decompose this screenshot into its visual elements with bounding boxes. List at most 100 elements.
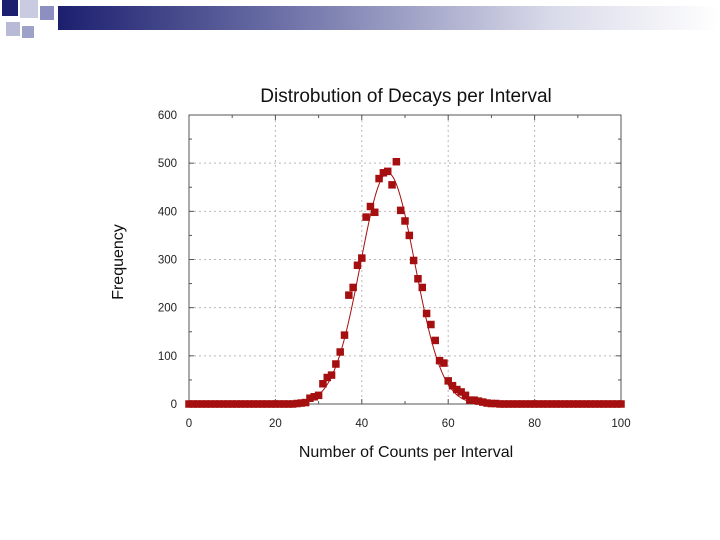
x-tick-label: 100 <box>611 418 630 430</box>
data-point <box>440 359 448 367</box>
data-point <box>418 283 427 292</box>
y-axis-label: Frequency <box>110 224 127 300</box>
data-point <box>509 400 517 408</box>
data-points <box>185 157 625 408</box>
data-point <box>526 400 535 408</box>
data-point <box>275 400 284 408</box>
y-tick-label: 200 <box>158 303 177 315</box>
data-point <box>574 400 582 408</box>
data-point <box>479 398 487 406</box>
data-point <box>582 400 591 408</box>
chart-title: Distrobution of Decays per Interval <box>260 86 551 107</box>
data-point <box>522 400 530 408</box>
data-point <box>496 400 504 408</box>
data-point <box>414 275 422 283</box>
data-point <box>232 400 241 408</box>
data-point <box>314 391 323 400</box>
data-point <box>513 400 522 408</box>
data-point <box>288 400 297 408</box>
plot-frame <box>188 114 622 405</box>
data-point <box>241 400 249 408</box>
data-point <box>228 400 236 408</box>
data-point <box>358 254 366 262</box>
data-point <box>444 377 452 385</box>
data-point <box>319 380 327 388</box>
data-point <box>504 400 513 408</box>
data-point <box>215 400 223 408</box>
data-point <box>392 157 401 166</box>
data-point <box>332 360 340 368</box>
data-point <box>388 181 396 189</box>
data-point <box>500 400 509 408</box>
data-point <box>457 388 465 396</box>
data-point <box>427 320 435 329</box>
x-tick-label: 20 <box>269 418 282 430</box>
data-point <box>565 400 573 408</box>
y-tick-label: 100 <box>158 351 177 363</box>
data-point <box>366 202 375 211</box>
data-point <box>608 400 617 408</box>
data-point <box>345 291 353 299</box>
deco-square <box>22 26 34 38</box>
data-point <box>453 385 461 394</box>
data-point <box>535 400 543 408</box>
data-point <box>340 331 349 339</box>
data-point <box>530 400 539 408</box>
data-point <box>211 400 219 408</box>
data-point <box>206 400 215 408</box>
data-point <box>587 400 595 408</box>
data-point <box>185 400 193 408</box>
data-point <box>375 174 383 183</box>
data-point <box>396 206 405 215</box>
data-point <box>448 381 457 390</box>
data-point <box>245 400 254 408</box>
data-point <box>336 348 344 356</box>
data-point <box>263 400 271 408</box>
data-point <box>591 400 599 408</box>
data-point <box>293 399 301 408</box>
data-point <box>552 400 560 408</box>
x-tick-label: 60 <box>442 418 455 430</box>
data-point <box>310 393 319 401</box>
data-point <box>202 400 211 408</box>
data-point <box>362 213 370 221</box>
data-point <box>349 283 357 292</box>
y-tick-label: 300 <box>158 255 177 267</box>
data-point <box>250 400 258 408</box>
deco-square <box>20 0 38 18</box>
data-point <box>487 399 496 408</box>
data-point <box>193 400 202 408</box>
data-point <box>569 400 578 408</box>
data-point <box>599 400 608 408</box>
grid <box>189 115 621 404</box>
axis-ticks: 0 100 200 300 400 500 600 0 20 40 60 80 100 <box>158 110 631 430</box>
data-point <box>491 399 500 408</box>
data-point <box>617 400 625 408</box>
data-point <box>301 398 310 407</box>
data-point <box>237 400 245 408</box>
data-point <box>198 400 206 408</box>
data-point <box>539 400 547 408</box>
y-tick-label: 500 <box>158 158 177 170</box>
data-point <box>323 373 331 382</box>
y-tick-label: 400 <box>158 206 177 218</box>
data-point <box>224 400 232 408</box>
x-tick-label: 40 <box>355 418 368 430</box>
data-point <box>548 400 556 408</box>
data-point <box>435 356 444 365</box>
data-point <box>422 309 431 318</box>
x-axis-label: Number of Counts per Interval <box>299 444 513 461</box>
data-point <box>409 256 418 265</box>
data-point <box>556 400 565 408</box>
data-point <box>267 400 275 408</box>
data-point <box>189 400 198 408</box>
data-point <box>474 397 483 405</box>
data-point <box>353 261 362 270</box>
gaussian-fit-curve <box>189 172 621 405</box>
data-point <box>379 169 388 177</box>
data-point <box>219 400 228 408</box>
x-tick-label: 0 <box>186 418 192 430</box>
data-point <box>595 400 604 408</box>
header-banner <box>58 6 720 30</box>
